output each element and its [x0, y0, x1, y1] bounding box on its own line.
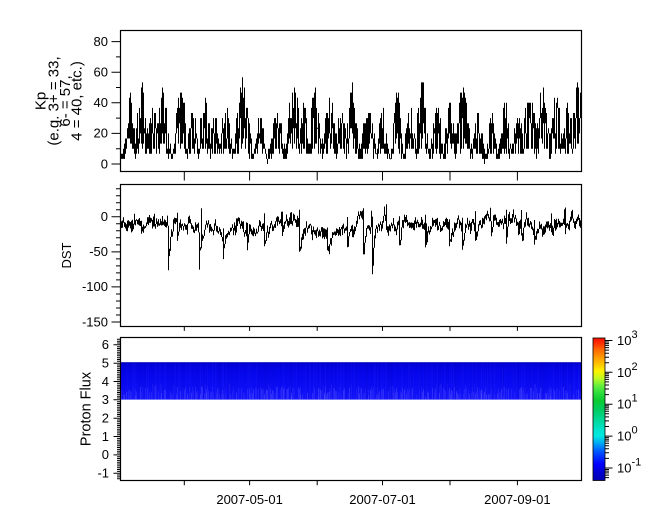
- svg-text:5: 5: [102, 355, 109, 370]
- svg-text:2007-05-01: 2007-05-01: [216, 492, 283, 507]
- svg-text:(e.g. 3+ = 33,: (e.g. 3+ = 33,: [46, 56, 63, 145]
- svg-text:60: 60: [94, 65, 108, 80]
- svg-text:2007-07-01: 2007-07-01: [349, 492, 416, 507]
- svg-text:4: 4: [102, 374, 109, 389]
- svg-text:0: 0: [102, 447, 109, 462]
- svg-text:-50: -50: [89, 244, 108, 259]
- svg-text:Proton Flux: Proton Flux: [79, 371, 95, 446]
- svg-text:Kp: Kp: [33, 92, 50, 110]
- svg-text:DST: DST: [59, 242, 74, 268]
- svg-text:1: 1: [102, 429, 109, 444]
- svg-text:2007-09-01: 2007-09-01: [484, 492, 551, 507]
- svg-text:0: 0: [101, 209, 108, 224]
- svg-text:40: 40: [94, 95, 108, 110]
- svg-text:3: 3: [102, 392, 109, 407]
- svg-text:2: 2: [102, 410, 109, 425]
- svg-text:6: 6: [102, 337, 109, 352]
- svg-text:-1: -1: [97, 466, 109, 481]
- svg-text:20: 20: [94, 126, 108, 141]
- svg-text:6- = 57,: 6- = 57,: [57, 75, 74, 126]
- svg-text:0: 0: [101, 156, 108, 171]
- svg-text:80: 80: [94, 34, 108, 49]
- svg-text:4 = 40, etc.): 4 = 40, etc.): [69, 61, 86, 141]
- svg-text:-100: -100: [82, 279, 108, 294]
- svg-text:-150: -150: [82, 314, 108, 329]
